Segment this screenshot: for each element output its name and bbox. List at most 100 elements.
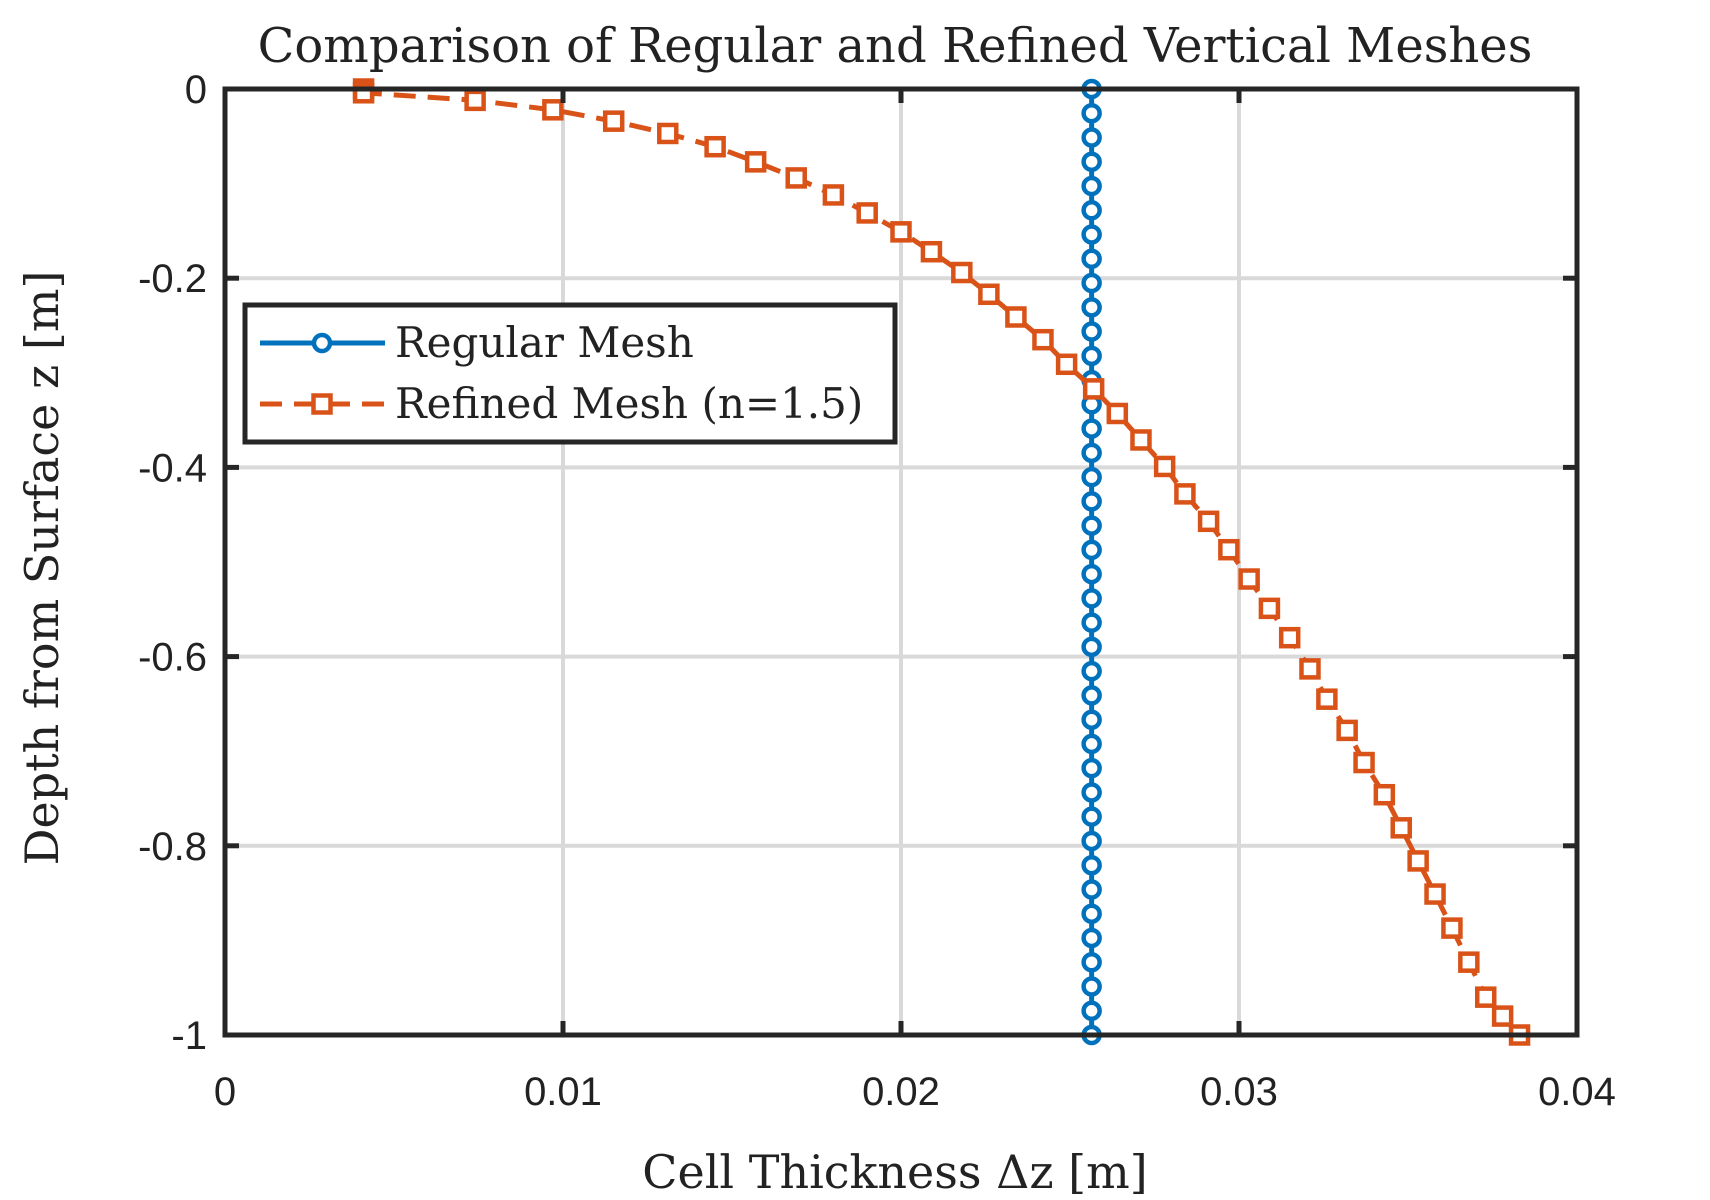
y-tick-label: -0.8 — [138, 825, 207, 869]
data-point — [1005, 306, 1027, 328]
x-axis-label: Cell Thickness Δz [m] — [642, 1145, 1147, 1199]
data-point — [1081, 903, 1102, 924]
data-point — [1081, 830, 1102, 852]
data-point — [890, 221, 912, 243]
data-point — [951, 261, 973, 284]
data-point — [1081, 224, 1102, 245]
data-point — [1081, 515, 1102, 536]
legend-label: Regular Mesh — [395, 318, 694, 367]
x-tick-label: 0.03 — [1200, 1070, 1278, 1114]
data-point — [1081, 757, 1102, 779]
data-point — [1081, 345, 1102, 367]
data-point — [464, 89, 486, 112]
data-point — [704, 135, 726, 158]
data-point — [1353, 751, 1375, 774]
data-point — [856, 202, 878, 224]
data-point — [1081, 248, 1102, 270]
data-point — [657, 122, 679, 145]
ticks: 0 0.01 0.02 0.03 0.04 0 -0.2 -0.4 -0.6 -0.8 -1 — [138, 68, 1616, 1114]
data-point — [1081, 200, 1102, 221]
data-point — [1081, 539, 1102, 561]
y-tick-label: -0.2 — [138, 257, 207, 301]
data-point — [1130, 429, 1152, 451]
data-point — [1081, 321, 1102, 342]
data-point — [1081, 660, 1102, 682]
data-point — [1081, 442, 1102, 464]
data-point — [1032, 328, 1054, 351]
data-point — [1081, 976, 1102, 997]
data-point — [1081, 102, 1102, 124]
legend-box — [242, 302, 898, 445]
data-point — [1055, 353, 1078, 376]
data-point — [744, 151, 767, 173]
data-point — [1081, 418, 1102, 439]
x-tick-label: 0.02 — [862, 1070, 940, 1114]
data-point — [1258, 597, 1281, 620]
data-point — [1081, 782, 1102, 803]
data-point — [1106, 402, 1129, 425]
data-point — [1299, 658, 1321, 680]
data-point — [1316, 688, 1338, 710]
data-point — [1336, 719, 1358, 742]
data-point — [1081, 709, 1102, 730]
y-axis-label: Depth from Surface z [m] — [15, 271, 69, 866]
data-point — [1081, 563, 1102, 585]
x-tick-label: 0.01 — [524, 1070, 602, 1114]
data-point — [602, 110, 625, 132]
data-point — [1081, 612, 1102, 633]
legend-item: Regular Mesh — [260, 318, 694, 367]
data-point — [1081, 272, 1102, 294]
data-point — [1081, 952, 1102, 973]
data-point — [1082, 378, 1105, 400]
data-point — [1081, 1000, 1102, 1022]
legend-label: Refined Mesh (n=1.5) — [395, 379, 863, 428]
data-point — [1197, 510, 1220, 533]
data-point — [1081, 685, 1102, 706]
data-point — [1153, 455, 1176, 478]
y-tick-label: -0.4 — [138, 446, 207, 490]
data-point — [920, 240, 943, 263]
data-point — [1081, 151, 1102, 172]
data-point — [1081, 733, 1102, 755]
data-point — [1424, 883, 1446, 905]
data-point — [542, 99, 564, 121]
legend-item: Refined Mesh (n=1.5) — [260, 379, 863, 428]
data-point — [1390, 817, 1412, 839]
data-point — [1081, 879, 1102, 900]
data-point — [1081, 588, 1102, 609]
x-tick-label: 0.04 — [1538, 1070, 1616, 1114]
y-tick-label: -0.6 — [138, 636, 207, 680]
legend: Regular Mesh Refined Mesh (n=1.5) — [242, 302, 898, 445]
data-point — [1081, 927, 1102, 949]
data-point — [1474, 986, 1497, 1008]
data-point — [1081, 175, 1102, 197]
data-point — [1081, 806, 1102, 827]
data-point — [978, 283, 1000, 306]
series-1 — [1081, 78, 1102, 1046]
data-point — [1218, 538, 1240, 561]
data-point — [1081, 636, 1102, 658]
legend-marker — [311, 393, 333, 415]
y-tick-label: 0 — [185, 68, 207, 112]
data-point — [1373, 783, 1396, 806]
data-point — [1081, 127, 1102, 148]
legend-marker — [311, 332, 333, 354]
data-point — [1441, 917, 1463, 939]
data-point — [1491, 1005, 1514, 1027]
x-tick-label: 0 — [214, 1070, 236, 1114]
data-point — [1458, 951, 1480, 973]
data-point — [1081, 297, 1102, 318]
data-point — [1238, 568, 1260, 590]
data-point — [822, 184, 845, 206]
data-point — [1081, 466, 1102, 488]
data-point — [1081, 854, 1102, 876]
data-point — [785, 167, 807, 189]
y-tick-label: -1 — [171, 1014, 207, 1058]
data-point — [1278, 626, 1301, 649]
chart-title: Comparison of Regular and Refined Vertic… — [258, 18, 1533, 74]
data-point — [1407, 850, 1429, 872]
data-point — [1174, 483, 1196, 505]
data-point — [1081, 491, 1102, 512]
